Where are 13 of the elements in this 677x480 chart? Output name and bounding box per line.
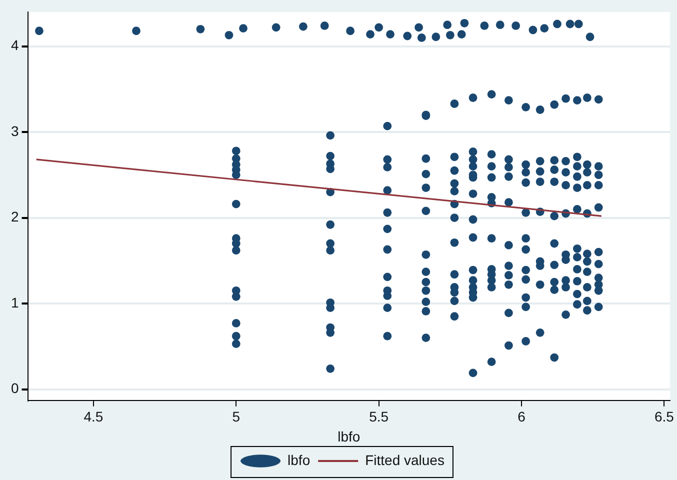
legend-label: lbfo — [288, 452, 310, 468]
x-tick-label: 6.5 — [654, 408, 674, 425]
x-tick-label: 4.5 — [84, 408, 104, 425]
x-axis-title: lbfo — [338, 428, 360, 444]
x-tick-label: 6 — [518, 408, 526, 425]
y-tick-label: 3 — [10, 122, 19, 139]
y-tick-label: 4 — [10, 37, 19, 54]
legend-label: Fitted values — [365, 452, 444, 468]
y-tick-label: 1 — [10, 294, 19, 310]
x-tick-label: 5 — [232, 408, 240, 425]
y-tick-label: 2 — [10, 208, 19, 225]
y-tick-label: 0 — [10, 380, 19, 396]
x-tick-label: 5.5 — [369, 408, 389, 425]
